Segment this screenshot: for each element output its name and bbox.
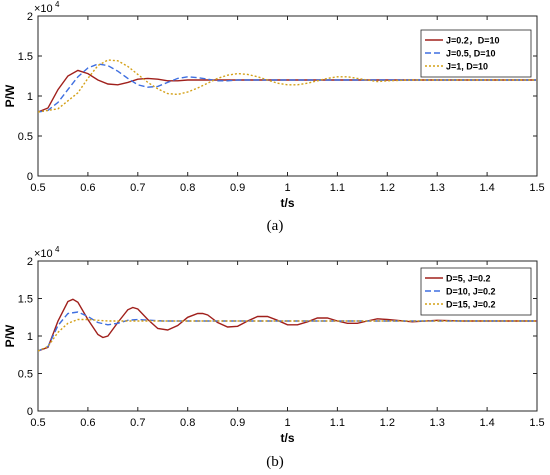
y-tick-label: 0 [27,406,33,418]
y-tick-label: 2 [27,256,33,268]
x-tick-label: 0.6 [80,182,95,194]
x-axis-label: t/s [280,196,294,210]
caption-b: (b) [266,454,284,470]
x-tick-label: 1.2 [380,417,395,429]
y-tick-label: 0.5 [18,131,33,143]
y-axis-label: P/W [3,84,17,107]
legend-label-1: D=5, J=0.2 [446,274,491,284]
y-exponent-power: 4 [55,245,60,254]
x-axis-label: t/s [280,431,294,445]
y-tick-label: 2 [27,11,33,23]
legend-label-3: J=1, D=10 [446,62,488,72]
x-tick-label: 1 [284,417,290,429]
x-tick-label: 1.3 [430,417,445,429]
y-tick-label: 1.5 [18,51,33,63]
x-tick-label: 0.8 [180,182,195,194]
y-axis-label: P/W [3,324,17,347]
x-tick-label: 0.5 [30,417,45,429]
y-exponent-power: 4 [55,0,60,9]
x-tick-label: 1.5 [529,417,544,429]
y-tick-label: 1 [27,331,33,343]
series-line-2 [38,63,537,113]
series-line-3 [38,59,537,113]
legend-label-2: D=10, J=0.2 [446,287,496,297]
x-tick-label: 0.7 [130,182,145,194]
chart-a: 0.5 0.6 0.7 0.8 0.9 1 1.1 1.2 1.3 1.4 1.500.511.52… [3,0,545,210]
x-tick-label: 1.4 [479,182,494,194]
x-tick-label: 1.1 [330,182,345,194]
x-tick-label: 1.2 [380,182,395,194]
y-tick-label: 0 [27,171,33,183]
y-exponent-label: ×10 [34,3,53,15]
series-line-1 [38,298,537,352]
y-tick-label: 0.5 [18,369,33,381]
y-exponent-label: ×10 [34,248,53,260]
legend-label-1: J=0.2，D=10 [446,36,500,46]
y-tick-label: 1.5 [18,294,33,306]
x-tick-label: 1.5 [529,182,544,194]
x-tick-label: 1.3 [430,182,445,194]
legend-label-2: J=0.5, D=10 [446,49,496,59]
x-tick-label: 0.6 [80,417,95,429]
x-tick-label: 0.5 [30,182,45,194]
x-tick-label: 0.9 [230,417,245,429]
x-tick-label: 0.8 [180,417,195,429]
x-tick-label: 1.4 [479,417,494,429]
caption-a: (a) [266,218,284,234]
chart-b: 0.5 0.6 0.7 0.8 0.9 1 1.1 1.2 1.3 1.4 1.500.511.52… [3,245,545,445]
x-tick-label: 1.1 [330,417,345,429]
y-tick-label: 1 [27,91,33,103]
x-tick-label: 0.9 [230,182,245,194]
x-tick-label: 1 [284,182,290,194]
x-tick-label: 0.7 [130,417,145,429]
legend-label-3: D=15, J=0.2 [446,300,496,310]
